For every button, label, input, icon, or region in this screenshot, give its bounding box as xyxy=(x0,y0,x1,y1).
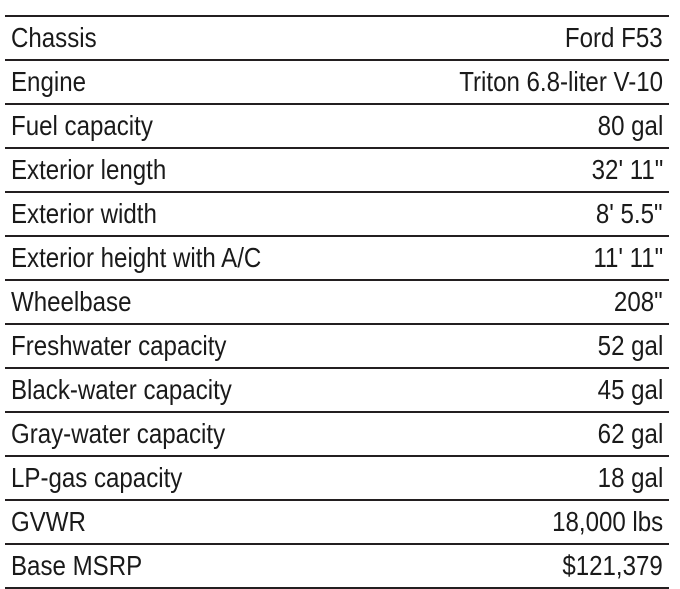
spec-row-exterior-height: Exterior height with A/C 11' 11" xyxy=(5,235,669,280)
spec-label: GVWR xyxy=(5,499,370,544)
spec-row-gvwr: GVWR 18,000 lbs xyxy=(5,499,669,544)
spec-row-exterior-length: Exterior length 32' 11" xyxy=(5,147,669,192)
spec-value: 62 gal xyxy=(369,411,669,456)
spec-value: 8' 5.5" xyxy=(369,191,669,236)
spec-row-lp-gas-capacity: LP-gas capacity 18 gal xyxy=(5,455,669,500)
spec-label: Freshwater capacity xyxy=(5,323,370,368)
spec-row-freshwater-capacity: Freshwater capacity 52 gal xyxy=(5,323,669,368)
spec-label: Exterior height with A/C xyxy=(5,235,370,280)
spec-row-exterior-width: Exterior width 8' 5.5" xyxy=(5,191,669,236)
spec-value: 80 gal xyxy=(369,103,669,148)
spec-row-engine: Engine Triton 6.8-liter V-10 xyxy=(5,59,669,104)
spec-row-chassis: Chassis Ford F53 xyxy=(5,15,669,60)
spec-label: Black-water capacity xyxy=(5,367,370,412)
spec-label: Exterior width xyxy=(5,191,370,236)
spec-row-gray-water-capacity: Gray-water capacity 62 gal xyxy=(5,411,669,456)
spec-label: Base MSRP xyxy=(5,543,370,589)
spec-value: Triton 6.8-liter V-10 xyxy=(369,59,669,104)
spec-value: 32' 11" xyxy=(369,147,669,192)
spec-value: Ford F53 xyxy=(369,15,669,60)
spec-label: LP-gas capacity xyxy=(5,455,370,500)
spec-value: 45 gal xyxy=(369,367,669,412)
spec-label: Wheelbase xyxy=(5,279,370,324)
spec-label: Engine xyxy=(5,59,370,104)
spec-table: Chassis Ford F53 Engine Triton 6.8-liter… xyxy=(5,15,669,589)
spec-value: 18 gal xyxy=(369,455,669,500)
spec-label: Chassis xyxy=(5,15,370,60)
spec-value: 52 gal xyxy=(369,323,669,368)
spec-row-fuel-capacity: Fuel capacity 80 gal xyxy=(5,103,669,148)
spec-label: Fuel capacity xyxy=(5,103,370,148)
spec-value: 18,000 lbs xyxy=(369,499,669,544)
spec-value: 11' 11" xyxy=(369,235,669,280)
spec-value: 208" xyxy=(369,279,669,324)
spec-value: $121,379 xyxy=(369,543,669,589)
spec-row-black-water-capacity: Black-water capacity 45 gal xyxy=(5,367,669,412)
spec-label: Exterior length xyxy=(5,147,370,192)
spec-row-base-msrp: Base MSRP $121,379 xyxy=(5,543,669,589)
spec-row-wheelbase: Wheelbase 208" xyxy=(5,279,669,324)
spec-label: Gray-water capacity xyxy=(5,411,370,456)
